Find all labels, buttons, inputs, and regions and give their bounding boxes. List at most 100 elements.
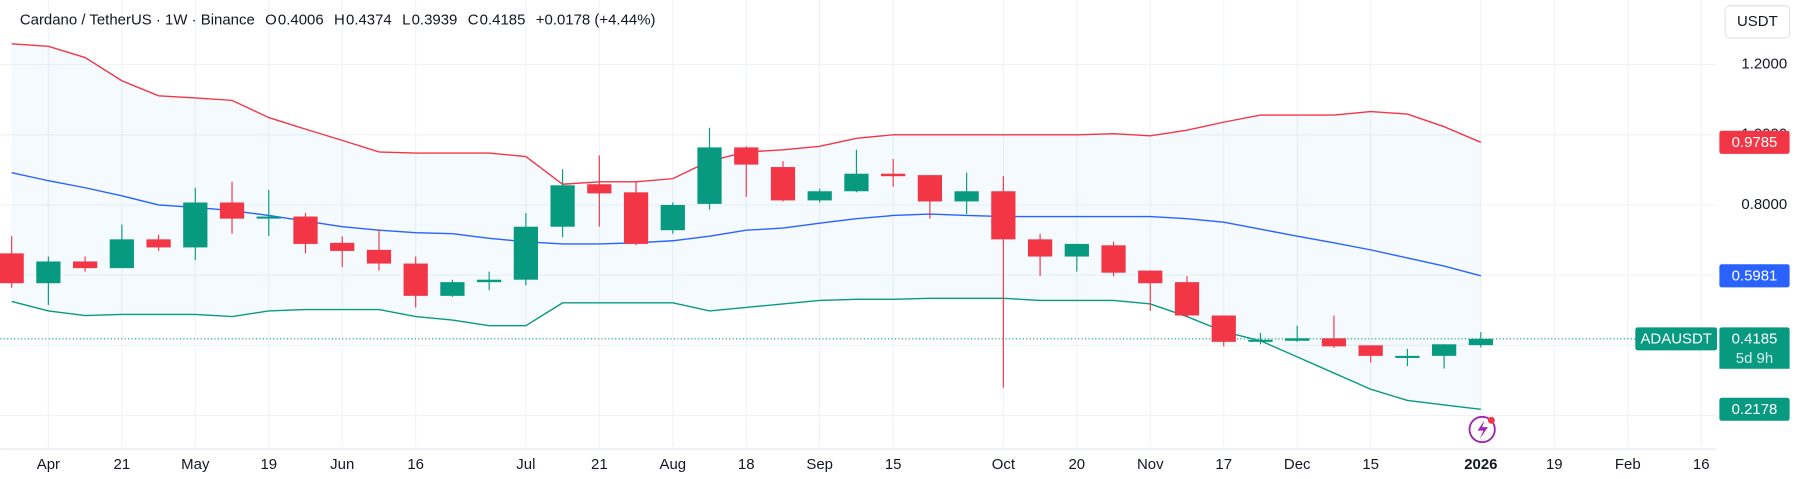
candle-body: [587, 184, 612, 194]
price-badge-bg: [1719, 327, 1790, 351]
countdown: 5d 9h: [1736, 350, 1773, 367]
x-tick-label: 15: [1362, 456, 1379, 473]
candle-body: [1138, 270, 1163, 284]
candle-body: [1285, 338, 1310, 341]
candle-body: [219, 202, 245, 219]
candle-body: [1211, 315, 1236, 342]
currency-label: USDT: [1737, 13, 1778, 30]
candle-body: [0, 253, 24, 284]
candle-body: [550, 185, 575, 227]
x-tick-label: Jun: [330, 456, 354, 473]
alert-ring: [1468, 415, 1496, 444]
candle-body: [1064, 243, 1089, 257]
x-tick-label: Oct: [992, 456, 1016, 473]
y-tick-label: 0.8000: [1741, 196, 1787, 213]
x-tick-label: 21: [591, 456, 608, 473]
symbol-badge: ADAUSDT: [1640, 330, 1711, 347]
candle-body: [991, 191, 1016, 240]
candle-body: [1431, 344, 1457, 356]
candle-body: [734, 147, 759, 165]
alert-dot: [1487, 416, 1495, 424]
x-tick-label: 16: [407, 456, 424, 473]
x-tick-label: 20: [1068, 456, 1085, 473]
y-tick-label: 1.2000: [1741, 56, 1787, 73]
x-tick-label: 17: [1215, 456, 1232, 473]
x-tick-label: 21: [114, 456, 131, 473]
candle-body: [256, 216, 281, 219]
x-tick-label: Feb: [1615, 456, 1641, 473]
plot: [0, 43, 1716, 410]
candle-body: [917, 175, 943, 202]
candle-body: [1321, 338, 1347, 347]
x-tick-label: May: [181, 456, 210, 473]
candle-body: [844, 173, 869, 192]
band-line: [11, 297, 1481, 410]
chart-title: Cardano / TetherUS · 1W · Binance: [20, 12, 255, 29]
candle-body: [770, 167, 796, 201]
x-tick-label: 18: [738, 456, 755, 473]
alert-bolt: [1477, 420, 1488, 439]
candle-body: [660, 204, 685, 231]
candle-body: [72, 261, 98, 269]
candle-body: [440, 282, 465, 296]
candle-body: [1174, 282, 1200, 316]
x-tick-label: 19: [1546, 456, 1563, 473]
price-change: +0.0178 (+4.44%): [536, 12, 656, 29]
ohlc-label: C: [468, 12, 479, 29]
x-tick-label: Jul: [516, 456, 535, 473]
price-badge: 0.4185: [1732, 330, 1778, 347]
badges: 0.9785 0.5981 0.2178 ADAUSDT 0.4185 5d 9h: [1635, 130, 1790, 421]
band-value-badge-bg: [1719, 130, 1790, 154]
symbol-badge-bg: [1635, 327, 1718, 351]
candle-body: [513, 226, 538, 280]
band-line: [11, 171, 1482, 277]
alert-icon[interactable]: [1468, 415, 1496, 444]
candle-body: [477, 279, 502, 283]
x-tick-label: Sep: [806, 456, 833, 473]
band-value-badge: 0.5981: [1732, 267, 1778, 284]
x-tick-label: Aug: [659, 456, 686, 473]
ohlc-label: H: [334, 12, 345, 29]
candle-body: [36, 261, 61, 284]
x-tick-label: Nov: [1137, 456, 1164, 473]
currency-button[interactable]: [1724, 5, 1791, 39]
band-value-badge-bg: [1719, 397, 1790, 421]
candle-body: [330, 242, 355, 251]
ohlc-label: L: [402, 12, 410, 29]
x-tick-label: 19: [260, 456, 277, 473]
band-value-badge: 0.9785: [1732, 134, 1778, 151]
x-tick-label: Apr: [37, 456, 60, 473]
ohlc-value: 0.3939: [412, 12, 458, 29]
candle-body: [403, 263, 428, 296]
band-value-badge: 0.2178: [1732, 401, 1778, 418]
candle-body: [1101, 245, 1126, 273]
candle-body: [1358, 345, 1383, 356]
candle-body: [697, 147, 722, 204]
ohlc-label: O: [265, 12, 277, 29]
candle-body: [183, 202, 208, 248]
candle-body: [623, 192, 649, 244]
countdown-bg: [1719, 349, 1790, 369]
ohlc-value: 0.4185: [480, 12, 526, 29]
candle-body: [1395, 355, 1420, 358]
band-fill: [11, 43, 1481, 410]
candle-body: [1468, 338, 1493, 346]
candle-body: [293, 216, 318, 244]
band-value-badge-bg: [1719, 264, 1790, 288]
candle-body: [1027, 239, 1053, 257]
ohlc-value: 0.4006: [278, 12, 324, 29]
candle-body: [881, 173, 906, 177]
candle-body: [109, 239, 134, 269]
candle-body: [1248, 339, 1273, 342]
candle-body: [366, 249, 392, 264]
ohlc-value: 0.4374: [346, 12, 392, 29]
candle-body: [146, 239, 171, 248]
header: Cardano / TetherUS · 1W · Binance O 0.4006…: [20, 12, 656, 29]
x-tick-label: 16: [1693, 456, 1710, 473]
x-tick-label: Dec: [1284, 456, 1311, 473]
candle-body: [954, 191, 979, 202]
x-tick-label: 2026: [1464, 456, 1497, 473]
candle-body: [807, 191, 832, 201]
x-tick-label: 15: [885, 456, 902, 473]
